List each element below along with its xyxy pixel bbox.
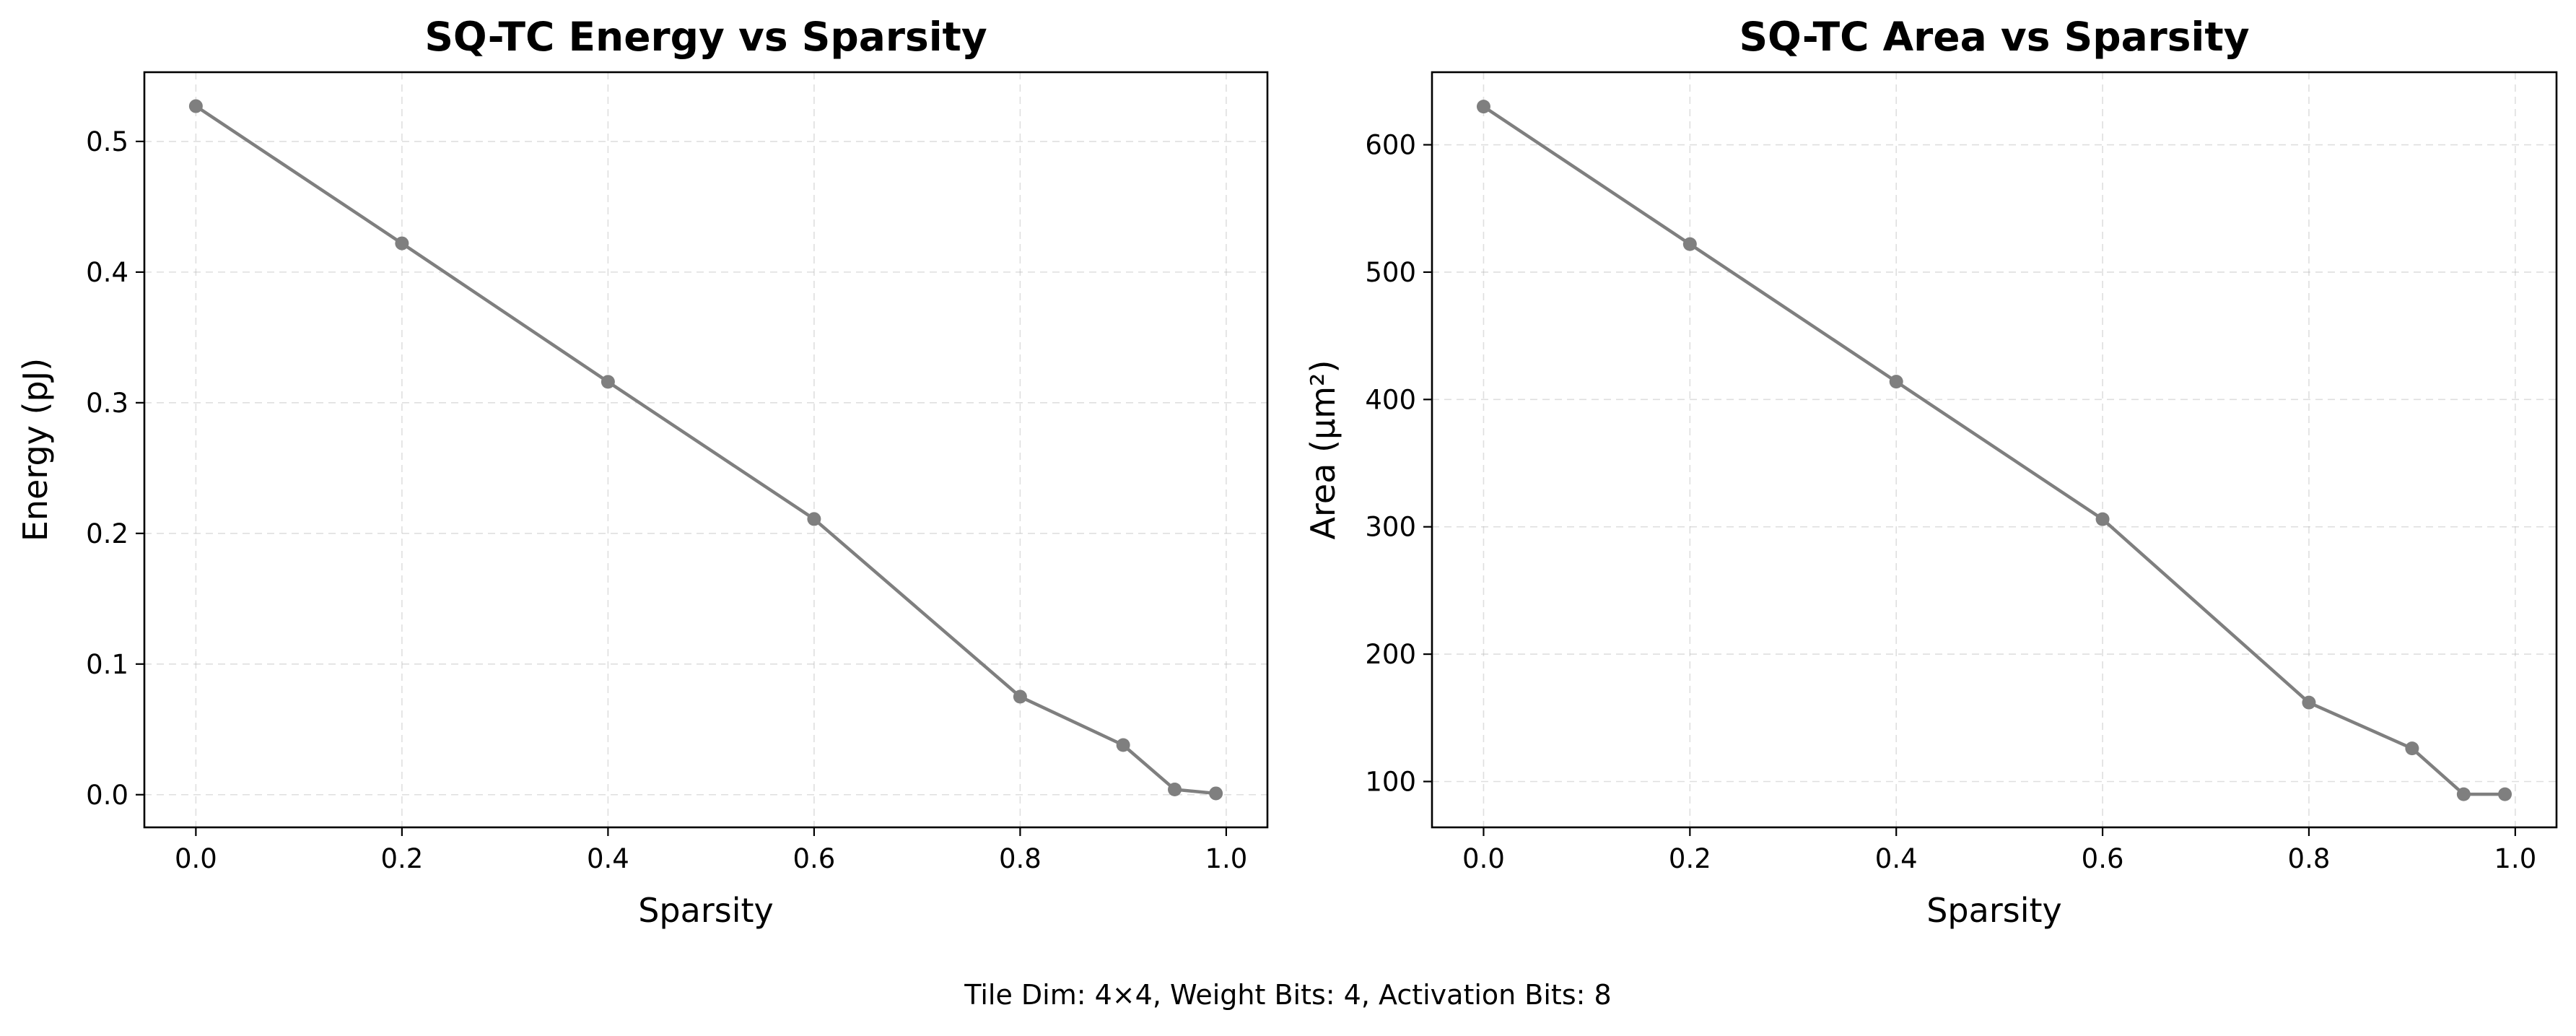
x-tick-label: 0.6: [793, 843, 835, 874]
x-tick-label: 0.8: [999, 843, 1042, 874]
y-tick-label: 500: [1365, 257, 1416, 288]
x-tick-label: 0.2: [380, 843, 423, 874]
area-x-axis-label: Sparsity: [1926, 891, 2062, 930]
energy-x-axis-label: Sparsity: [638, 891, 774, 930]
area-data-point: [1682, 237, 1697, 251]
area-data-point: [2498, 787, 2512, 801]
x-tick-label: 0.4: [1875, 843, 1918, 874]
y-tick-label: 400: [1365, 384, 1416, 415]
energy-data-point: [188, 99, 203, 113]
area-data-point: [1889, 375, 1903, 389]
area-chart-title: SQ-TC Area vs Sparsity: [1739, 14, 2249, 60]
energy-data-point: [395, 236, 409, 251]
y-tick-label: 200: [1365, 639, 1416, 670]
area-chart-panel: 0.0 0.2 0.4 0.6 0.8 1.0 100 200 300 400 500 600 SQ-T…: [1304, 14, 2558, 930]
x-tick-label: 0.2: [1669, 843, 1711, 874]
y-tick-label: 0.5: [86, 126, 128, 157]
area-data-point: [2302, 695, 2316, 710]
x-tick-label: 0.0: [1462, 843, 1505, 874]
area-y-axis-label: Area (μm²): [1304, 360, 1342, 540]
x-tick-label: 1.0: [2494, 843, 2536, 874]
energy-data-point: [601, 375, 615, 389]
energy-data-point: [1209, 786, 1223, 801]
area-data-point: [2095, 512, 2110, 526]
x-tick-label: 0.6: [2082, 843, 2124, 874]
energy-data-point: [1013, 689, 1027, 704]
area-data-point: [2405, 741, 2419, 756]
energy-chart-title: SQ-TC Energy vs Sparsity: [424, 14, 987, 60]
y-tick-label: 100: [1365, 766, 1416, 797]
y-tick-label: 0.1: [86, 649, 128, 680]
y-tick-label: 0.2: [86, 518, 128, 549]
energy-data-point: [807, 512, 821, 526]
y-tick-label: 0.4: [86, 257, 128, 288]
energy-series-line: [195, 105, 1216, 796]
area-plot-frame: [1431, 71, 2558, 829]
y-tick-label: 0.0: [86, 780, 128, 811]
x-tick-label: 1.0: [1205, 843, 1247, 874]
energy-plot-frame: [143, 71, 1269, 829]
y-tick-label: 0.3: [86, 388, 128, 419]
energy-chart-panel: 0.0 0.2 0.4 0.6 0.8 1.0 0.0 0.1 0.2 0.3 0.4 0.5 SQ-T…: [16, 14, 1269, 930]
area-data-point: [2456, 787, 2471, 801]
energy-y-axis-label: Energy (pJ): [16, 358, 55, 541]
area-series-line: [1483, 105, 2505, 796]
x-tick-label: 0.4: [587, 843, 629, 874]
energy-data-point: [1116, 738, 1130, 752]
figure-footer-caption: Tile Dim: 4×4, Weight Bits: 4, Activatio…: [964, 979, 1612, 1011]
y-tick-label: 300: [1365, 512, 1416, 543]
x-tick-label: 0.8: [2288, 843, 2331, 874]
x-tick-label: 0.0: [175, 843, 217, 874]
y-tick-label: 600: [1365, 130, 1416, 161]
area-data-point: [1476, 100, 1490, 114]
energy-data-point: [1168, 783, 1182, 797]
